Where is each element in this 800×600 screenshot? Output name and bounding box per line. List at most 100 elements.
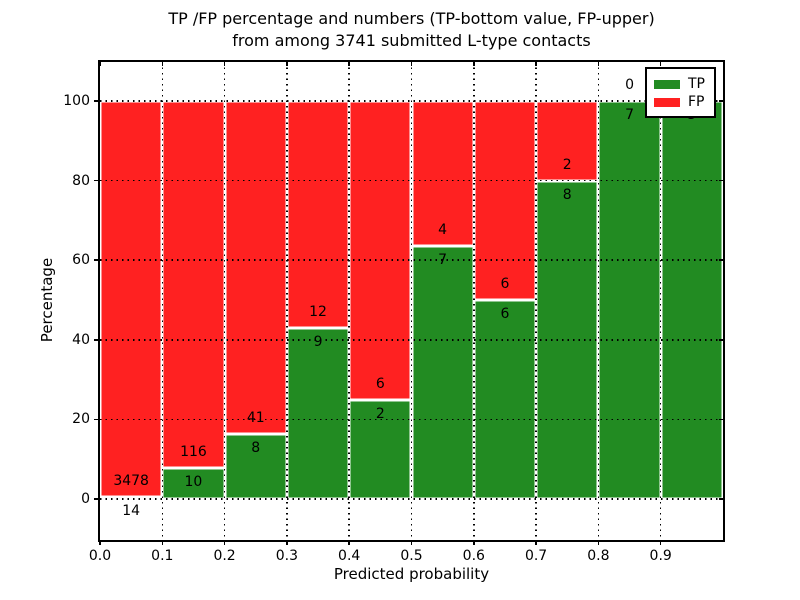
- bar-tp-segment: [411, 245, 474, 499]
- chart-title-line2: from among 3741 submitted L-type contact…: [232, 31, 591, 50]
- bar-fp-segment: [162, 101, 225, 468]
- x-tick-label: 0.7: [524, 548, 548, 564]
- fp-count-label: 0: [625, 77, 634, 93]
- tp-count-label: 7: [438, 251, 448, 268]
- tp-count-label: 8: [251, 440, 261, 457]
- bar-fp-segment: [473, 101, 537, 300]
- bar-tp-segment: [286, 328, 350, 499]
- v-gridline: [348, 62, 350, 540]
- x-tick-top: [223, 62, 226, 66]
- v-gridline: [223, 62, 226, 540]
- bar-fp-segment: [536, 101, 599, 181]
- x-tick-top: [286, 62, 288, 66]
- bar-fp-segment: [224, 101, 287, 435]
- v-gridline: [535, 62, 537, 540]
- v-gridline: [410, 62, 413, 540]
- y-tick: [94, 259, 100, 261]
- x-tick-label: 0.4: [338, 548, 361, 564]
- x-tick-top: [473, 62, 475, 66]
- bar-fp-segment: [286, 101, 350, 329]
- x-tick: [410, 540, 413, 545]
- y-tick: [94, 418, 100, 421]
- bar-tp-segment: [224, 434, 287, 499]
- tp-count-label: 14: [122, 503, 141, 520]
- x-tick-top: [597, 62, 600, 66]
- x-tick-label: 0.8: [587, 548, 610, 564]
- x-tick: [161, 540, 164, 545]
- fp-count-label: 4: [438, 221, 448, 238]
- bar-tp-segment: [660, 101, 723, 499]
- y-tick-label: 100: [63, 93, 90, 109]
- x-tick-label: 0.1: [151, 548, 174, 564]
- y-tick-right: [719, 498, 723, 500]
- bar-fp-segment: [349, 101, 412, 400]
- x-tick: [348, 540, 350, 545]
- plot-area: 34781411610418129624766280705: [100, 62, 723, 540]
- y-tick-label: 60: [72, 252, 90, 269]
- y-tick-right: [719, 179, 723, 182]
- x-axis-label: Predicted probability: [333, 565, 490, 583]
- legend-entry-tp: TP: [654, 76, 714, 92]
- legend-entry-fp: FP: [654, 94, 714, 110]
- x-tick: [659, 540, 662, 545]
- v-gridline: [473, 62, 475, 540]
- x-tick: [223, 540, 226, 545]
- y-tick-label: 80: [72, 172, 90, 189]
- y-tick-right: [719, 418, 723, 421]
- fp-count-label: 6: [500, 276, 510, 292]
- x-tick: [99, 540, 101, 545]
- y-tick-label: 0: [81, 491, 90, 507]
- tp-count-label: 9: [313, 334, 323, 351]
- v-gridline: [597, 62, 600, 540]
- y-tick: [94, 179, 100, 182]
- x-tick-top: [348, 62, 350, 66]
- x-tick-top: [99, 62, 101, 66]
- fp-count-label: 2: [562, 156, 572, 173]
- bar-tp-segment: [473, 300, 537, 499]
- y-axis-label: Percentage: [38, 257, 56, 343]
- bar-fp-segment: [411, 101, 474, 246]
- x-tick-label: 0.0: [88, 548, 112, 564]
- legend: TP FP: [645, 67, 716, 118]
- y-tick: [94, 339, 100, 341]
- x-tick-top: [535, 62, 537, 66]
- y-tick-label: 20: [72, 411, 90, 428]
- fp-swatch-icon: [654, 97, 680, 107]
- x-tick-label: 0.3: [275, 548, 299, 564]
- v-gridline: [659, 62, 662, 540]
- tp-count-label: 7: [625, 107, 634, 123]
- fp-count-label: 116: [180, 443, 207, 460]
- x-tick-top: [410, 62, 413, 66]
- x-tick-label: 0.6: [462, 548, 485, 564]
- bar-tp-segment: [162, 467, 225, 499]
- x-tick: [286, 540, 288, 545]
- x-tick: [535, 540, 537, 545]
- tp-count-label: 10: [184, 473, 203, 490]
- v-gridline: [161, 62, 164, 540]
- bar-tp-segment: [349, 399, 412, 499]
- y-tick-right: [719, 259, 723, 261]
- y-tick-label: 40: [72, 331, 90, 348]
- fp-count-label: 41: [246, 410, 265, 427]
- tp-count-label: 2: [375, 405, 385, 422]
- fp-count-label: 6: [375, 375, 385, 392]
- y-tick: [94, 100, 100, 102]
- x-tick-top: [659, 62, 662, 66]
- x-tick-label: 0.2: [213, 548, 236, 564]
- tp-count-label: 6: [500, 306, 510, 322]
- bar-tp-segment: [100, 497, 163, 499]
- y-tick-right: [719, 100, 723, 102]
- x-tick: [597, 540, 600, 545]
- tp-count-label: 8: [562, 186, 572, 203]
- chart-title: TP /FP percentage and numbers (TP-bottom…: [98, 8, 725, 52]
- legend-label-tp: TP: [688, 76, 705, 92]
- chart-title-line1: TP /FP percentage and numbers (TP-bottom…: [168, 9, 655, 28]
- x-tick-label: 0.5: [400, 548, 423, 564]
- bar-tp-segment: [598, 101, 661, 499]
- v-gridline: [286, 62, 288, 540]
- tp-swatch-icon: [654, 79, 680, 89]
- legend-label-fp: FP: [688, 94, 705, 110]
- y-tick: [94, 498, 100, 500]
- x-tick-label: 0.9: [649, 548, 672, 564]
